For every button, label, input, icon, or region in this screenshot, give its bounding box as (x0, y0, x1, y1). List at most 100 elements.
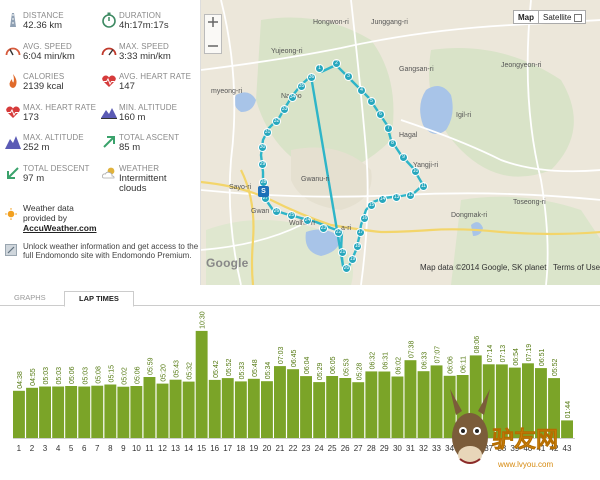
lap-marker[interactable]: 5 (367, 97, 376, 106)
lap-marker[interactable]: 12 (406, 191, 415, 200)
lap-marker[interactable]: 22 (334, 228, 343, 237)
lap-marker[interactable]: 3 (344, 72, 353, 81)
lap-marker[interactable]: 11 (419, 182, 428, 191)
lap-time-label: 05:34 (265, 362, 272, 380)
lap-bar[interactable] (156, 383, 169, 438)
mountain-max-icon (5, 136, 21, 149)
lap-marker[interactable]: 8 (388, 139, 397, 148)
map-type-satellite-button[interactable]: Satellite (538, 10, 587, 24)
lap-bar[interactable] (456, 375, 469, 438)
stat-max-speed: MAX. SPEED 3:33 min/km (100, 41, 196, 71)
stat-label: TOTAL DESCENT (23, 163, 90, 173)
lap-bar[interactable] (208, 379, 221, 438)
lap-bar[interactable] (182, 381, 195, 438)
lap-marker[interactable]: 18 (353, 242, 362, 251)
lap-bar[interactable] (261, 381, 273, 438)
lap-marker[interactable]: 24 (303, 216, 312, 225)
lap-marker[interactable]: 10 (411, 167, 420, 176)
lap-bar[interactable] (548, 378, 560, 438)
lap-marker[interactable]: 25 (287, 211, 296, 220)
lap-marker[interactable]: 36 (307, 73, 316, 82)
lap-marker[interactable]: 26 (272, 207, 281, 216)
lap-bar[interactable] (482, 364, 495, 438)
lap-marker[interactable]: 15 (367, 201, 376, 210)
lap-bar[interactable] (65, 386, 78, 438)
lap-bar[interactable] (104, 384, 117, 439)
lap-marker[interactable]: 19 (348, 255, 357, 264)
lap-bar[interactable] (274, 366, 286, 438)
lap-bar[interactable] (195, 330, 208, 438)
lap-marker[interactable]: 31 (263, 128, 272, 137)
lap-bar[interactable] (522, 363, 534, 438)
lap-bar[interactable] (39, 386, 51, 439)
lap-marker[interactable]: 33 (280, 105, 289, 114)
lap-bar[interactable] (130, 386, 143, 438)
tab-lap-times[interactable]: LAP TIMES (64, 291, 134, 307)
stat-label: DISTANCE (23, 11, 64, 20)
lap-bar[interactable] (378, 371, 391, 439)
lap-bar[interactable] (365, 371, 378, 438)
lap-bar[interactable] (430, 365, 443, 438)
lap-bar[interactable] (78, 386, 91, 439)
lap-bar[interactable] (300, 376, 312, 438)
lap-marker[interactable]: 32 (272, 117, 281, 126)
lap-bar[interactable] (495, 364, 508, 438)
lap-time-label: 06:32 (369, 352, 376, 370)
lap-marker[interactable]: 29 (258, 160, 267, 169)
lap-marker[interactable]: 2 (332, 59, 341, 68)
lap-marker[interactable]: 6 (376, 110, 385, 119)
lap-bar[interactable] (404, 360, 417, 438)
lap-bar[interactable] (143, 377, 156, 438)
lap-marker[interactable]: 21 (338, 248, 347, 257)
lap-time-label: 05:06 (69, 366, 76, 384)
start-marker[interactable]: S (258, 186, 269, 197)
lap-marker[interactable]: 17 (356, 228, 365, 237)
lap-marker[interactable]: 23 (319, 224, 328, 233)
lap-bar[interactable] (417, 371, 430, 438)
lap-marker[interactable]: 14 (378, 195, 387, 204)
lap-bar[interactable] (535, 368, 547, 438)
lap-bar[interactable] (508, 367, 521, 438)
lap-bar[interactable] (326, 376, 339, 438)
map-type-map-button[interactable]: Map (513, 10, 539, 24)
lap-bar[interactable] (561, 420, 573, 438)
lap-bar[interactable] (339, 378, 352, 438)
tab-graphs[interactable]: GRAPHS (14, 293, 46, 302)
lap-bar[interactable] (117, 386, 130, 438)
lap-marker[interactable]: 13 (392, 193, 401, 202)
lap-marker[interactable]: 16 (360, 214, 369, 223)
lap-marker[interactable]: 9 (399, 153, 408, 162)
lap-bar[interactable] (469, 355, 482, 438)
lap-bar[interactable] (352, 382, 365, 438)
lap-marker[interactable]: 1 (315, 64, 324, 73)
lap-bar[interactable] (221, 378, 234, 438)
lap-time-label: 05:03 (43, 367, 50, 385)
lap-bar[interactable] (313, 382, 326, 438)
lap-bar[interactable] (247, 378, 260, 438)
route-map[interactable]: Hongwon-ri Junggang-ri Yujeong-ri Gangsan-r… (200, 0, 600, 285)
lap-marker[interactable]: 20 (342, 264, 351, 273)
lap-marker[interactable]: 4 (357, 86, 366, 95)
watermark-text: 驴友网 (492, 427, 558, 453)
accuweather-link[interactable]: AccuWeather.com (23, 223, 97, 233)
arrow-down-left-icon (7, 166, 19, 179)
lap-bar[interactable] (52, 386, 65, 439)
lap-marker[interactable]: 34 (288, 93, 297, 102)
lap-bar[interactable] (443, 375, 456, 438)
lap-marker[interactable]: 30 (258, 143, 267, 152)
map-terms-link[interactable]: Terms of Use (553, 263, 600, 272)
lap-marker[interactable]: 7 (384, 124, 393, 133)
weather-provider-line2: provided by (23, 213, 67, 223)
lap-bar[interactable] (234, 381, 247, 438)
lap-bar[interactable] (287, 369, 299, 438)
lap-bar[interactable] (13, 390, 25, 438)
lap-bar[interactable] (91, 385, 104, 438)
lap-bar[interactable] (391, 376, 404, 439)
lap-bar[interactable] (26, 387, 38, 438)
map-place-label: Yangji-ri (413, 162, 439, 169)
watermark-logo (450, 389, 490, 464)
lap-marker[interactable]: 35 (297, 82, 306, 91)
map-zoom-control[interactable] (204, 14, 222, 54)
lap-bar[interactable] (169, 379, 182, 438)
map-place-label: Gangsan-ri (399, 66, 434, 73)
